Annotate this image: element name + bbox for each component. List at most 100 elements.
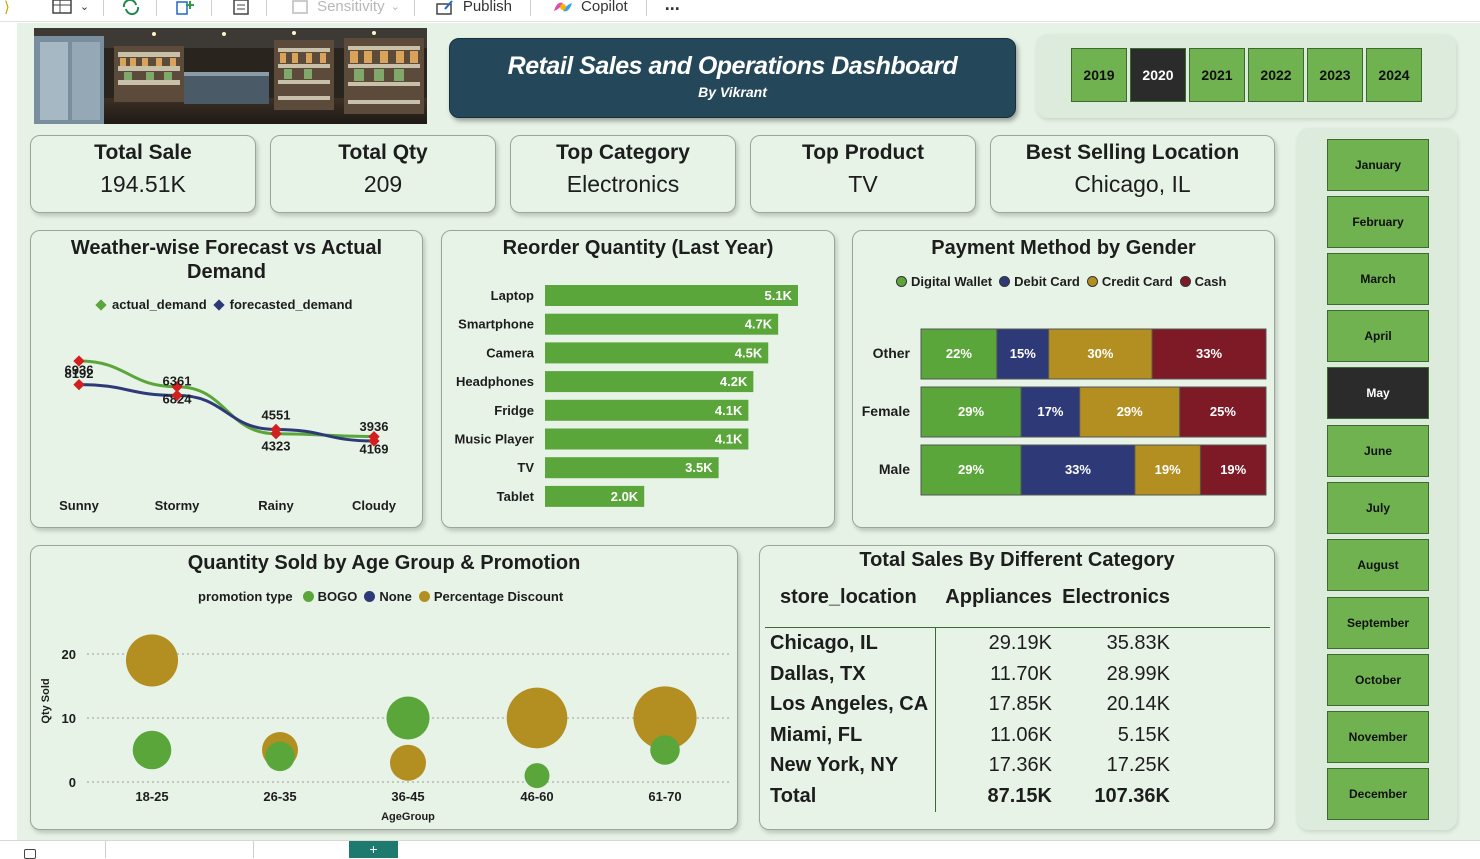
legend-label-forecast: forecasted_demand: [229, 297, 353, 312]
calculator-button[interactable]: [232, 0, 252, 15]
year-button-2022[interactable]: 2022: [1248, 48, 1304, 102]
month-button-october[interactable]: October: [1327, 654, 1429, 706]
data-point-marker: [368, 435, 380, 447]
data-label: 3936: [360, 419, 389, 434]
more-options-icon[interactable]: ...: [664, 0, 680, 14]
table-cell: 11.70K: [990, 662, 1052, 685]
sales-by-category-table[interactable]: Total Sales By Different Category store_…: [759, 545, 1275, 830]
x-tick-label: 61-70: [648, 789, 681, 804]
month-button-december[interactable]: December: [1327, 768, 1429, 820]
data-label: 4.7K: [745, 317, 773, 332]
year-button-2021[interactable]: 2021: [1189, 48, 1245, 102]
page-tab[interactable]: [106, 841, 254, 858]
sensitivity-icon: [292, 0, 308, 14]
age-group-promotion-chart[interactable]: Quantity Sold by Age Group & Promotion p…: [30, 545, 738, 830]
bar-plot: Laptop 5.1K Smartphone 4.7K Camera 4.5K Headph…: [455, 285, 798, 507]
year-button-2020[interactable]: 2020: [1130, 48, 1186, 102]
month-button-september[interactable]: September: [1327, 597, 1429, 649]
table-view-button[interactable]: ⌄: [52, 0, 89, 15]
month-button-april[interactable]: April: [1327, 310, 1429, 362]
stacked-segment: [1199, 444, 1267, 496]
publish-button[interactable]: Publish: [435, 0, 512, 15]
column-header: Electronics: [1062, 586, 1170, 608]
kpi-top-category[interactable]: Top Category Electronics: [510, 135, 736, 213]
month-button-february[interactable]: February: [1327, 196, 1429, 248]
page-tab[interactable]: [0, 841, 106, 859]
bubble-plot: 0 10 20 Qty Sold 18-25 26-35 36-45 46-60 61-70 Ag…: [40, 634, 731, 823]
legend-marker-bogo: [302, 591, 314, 602]
data-label: 4.2K: [720, 374, 748, 389]
data-label: 17%: [1037, 404, 1063, 419]
series-line-actual_demand: [78, 359, 375, 439]
kpi-label: Best Selling Location: [1025, 141, 1240, 164]
page-tab-icon: [24, 849, 36, 859]
kpi-label: Total Qty: [338, 141, 428, 164]
data-label: 3.5K: [685, 460, 713, 475]
y-tick-label: Laptop: [491, 288, 534, 303]
data-label: 8192: [65, 366, 94, 381]
y-tick-label: Camera: [486, 345, 534, 360]
data-label: 22%: [946, 346, 972, 361]
table-title: Total Sales By Different Category: [859, 549, 1175, 571]
sensitivity-button[interactable]: Sensitivity ⌄: [291, 0, 400, 15]
payment-method-chart[interactable]: Payment Method by Gender Digital Wallet …: [852, 230, 1275, 528]
data-label: 29%: [1117, 404, 1143, 419]
data-label: 4169: [360, 442, 389, 457]
page-tabs-bar: +: [0, 840, 1480, 859]
legend-label: Cash: [1194, 274, 1227, 289]
reorder-quantity-chart[interactable]: Reorder Quantity (Last Year) Laptop 5.1K S…: [441, 230, 835, 528]
dashboard-title-banner: Retail Sales and Operations Dashboard By…: [449, 38, 1016, 118]
month-button-august[interactable]: August: [1327, 539, 1429, 591]
bubble-percentage-discount: [633, 686, 697, 750]
bar: [545, 399, 749, 421]
table-cell: 5.15K: [1117, 723, 1170, 746]
publish-label: Publish: [462, 0, 513, 15]
y-tick-label: Smartphone: [458, 317, 534, 332]
x-tick-label: 36-45: [391, 789, 424, 804]
month-button-january[interactable]: January: [1327, 139, 1429, 191]
add-visual-icon: [176, 0, 195, 15]
legend-marker-debit-card: [999, 276, 1011, 287]
header-divider: [765, 627, 1270, 628]
row-label: Dallas, TX: [770, 662, 866, 685]
year-button-2019[interactable]: 2019: [1071, 48, 1127, 102]
y-tick-label: 20: [62, 647, 76, 662]
year-button-2023[interactable]: 2023: [1307, 48, 1363, 102]
month-button-november[interactable]: November: [1327, 711, 1429, 763]
store-photo: [34, 28, 427, 124]
year-button-2024[interactable]: 2024: [1366, 48, 1422, 102]
stacked-segment: [920, 328, 998, 380]
x-tick-label: Sunny: [59, 498, 99, 513]
copilot-button[interactable]: Copilot: [551, 0, 628, 15]
month-button-june[interactable]: June: [1327, 425, 1429, 477]
month-button-july[interactable]: July: [1327, 482, 1429, 534]
month-button-may[interactable]: May: [1327, 367, 1429, 419]
chart-title: Quantity Sold by Age Group & Promotion: [187, 552, 581, 574]
add-page-button[interactable]: +: [349, 841, 398, 858]
kpi-total-sale[interactable]: Total Sale 194.51K: [30, 135, 256, 213]
new-visual-button[interactable]: [175, 0, 197, 15]
column-header: Appliances: [945, 586, 1052, 608]
month-button-march[interactable]: March: [1327, 253, 1429, 305]
y-tick-label: Tablet: [497, 489, 535, 504]
refresh-icon: [123, 0, 140, 15]
refresh-button[interactable]: [120, 0, 142, 15]
total-cell: 107.36K: [1094, 784, 1170, 807]
bar: [545, 285, 798, 306]
kpi-top-product[interactable]: Top Product TV: [750, 135, 976, 213]
calculator-icon: [233, 0, 249, 15]
data-label: 5.1K: [765, 288, 793, 303]
legend-label: Percentage Discount: [433, 589, 564, 604]
back-icon[interactable]: ⟩: [4, 0, 10, 16]
kpi-value: Electronics: [566, 171, 680, 197]
kpi-total-qty[interactable]: Total Qty 209: [270, 135, 496, 213]
bar: [545, 313, 779, 335]
row-label: Chicago, IL: [770, 632, 878, 654]
data-label: 2.0K: [611, 489, 639, 504]
y-tick-label: 0: [69, 775, 76, 790]
kpi-best-selling-location[interactable]: Best Selling Location Chicago, IL: [990, 135, 1275, 213]
weather-demand-chart[interactable]: Weather-wise Forecast vs Actual Demand a…: [30, 230, 423, 528]
x-tick-label: Cloudy: [352, 498, 397, 513]
stacked-segment: [1179, 386, 1267, 438]
legend-marker-credit-card: [1086, 276, 1098, 287]
